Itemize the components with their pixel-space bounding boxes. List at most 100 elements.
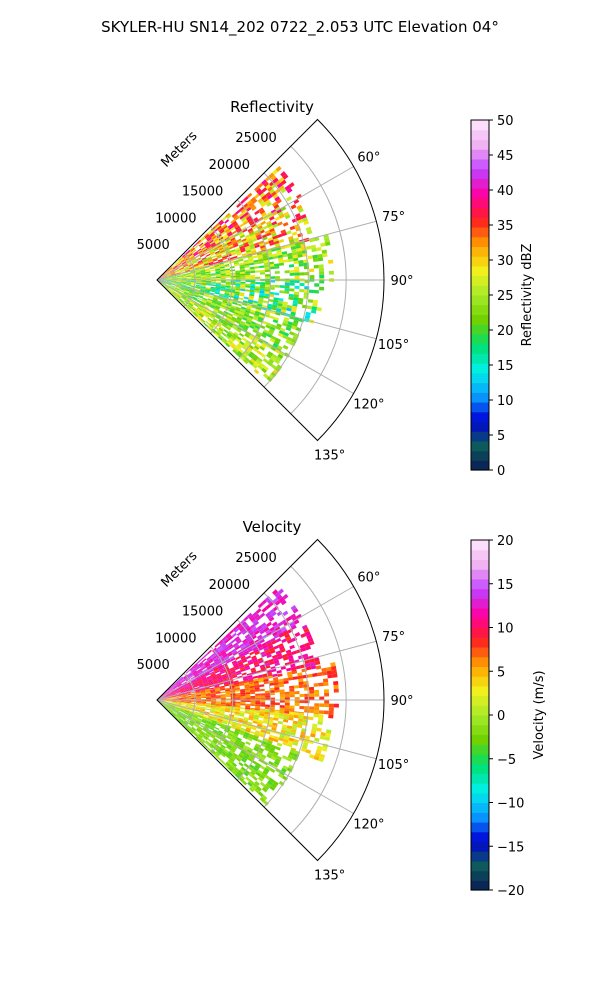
radar-cell xyxy=(220,251,226,255)
radar-cell xyxy=(286,196,292,202)
radar-cell xyxy=(243,261,249,265)
radar-cell xyxy=(251,206,257,211)
radar-cell xyxy=(165,271,170,275)
radar-cell xyxy=(185,288,191,291)
radar-cell xyxy=(171,280,177,282)
radar-cell xyxy=(274,689,280,693)
radar-cell xyxy=(293,712,300,716)
radar-cell xyxy=(250,695,256,699)
radar-cell xyxy=(207,317,213,322)
radar-cell xyxy=(291,308,297,313)
radar-cell xyxy=(220,745,225,751)
radar-cell xyxy=(161,696,167,699)
radar-cell xyxy=(199,712,205,715)
colorbar-tick-label: 40 xyxy=(497,184,514,199)
radar-cell xyxy=(160,702,166,706)
radar-cell xyxy=(305,662,311,668)
radar-cell xyxy=(333,684,339,689)
radar-cell xyxy=(231,754,237,759)
radar-cell xyxy=(204,713,210,716)
radar-cell xyxy=(196,700,202,702)
radar-cell xyxy=(247,254,253,258)
radar-cell xyxy=(196,300,201,304)
radar-cell xyxy=(171,713,176,717)
radar-cell xyxy=(205,688,211,691)
radar-cell xyxy=(217,719,223,723)
radar-cell xyxy=(293,319,299,325)
radar-cell xyxy=(201,283,207,286)
radar-cell xyxy=(210,653,215,658)
radar-cell xyxy=(165,691,170,695)
radar-cell xyxy=(174,707,180,711)
radar-cell xyxy=(225,271,231,274)
radar-cell xyxy=(160,274,165,278)
radar-cell xyxy=(232,768,238,774)
radar-cell xyxy=(205,312,211,317)
radar-cell xyxy=(224,319,230,324)
radar-cell xyxy=(196,316,201,321)
radar-cell xyxy=(171,280,177,282)
radar-cell xyxy=(298,718,304,723)
radar-cell xyxy=(263,646,269,652)
radar-cell xyxy=(232,642,238,647)
radar-cell xyxy=(253,229,260,234)
radar-cell xyxy=(246,251,252,255)
radar-cell xyxy=(225,701,231,704)
radar-cell xyxy=(177,713,183,717)
radar-cell xyxy=(189,666,194,671)
radar-cell xyxy=(232,222,238,227)
radar-cell xyxy=(175,285,181,288)
radar-cell xyxy=(219,220,225,226)
radar-cell xyxy=(299,700,305,704)
radar-cell xyxy=(177,293,182,297)
velocity-panel: Velocity 60°75°90°105°120°135°5000100001… xyxy=(137,518,547,899)
radar-cell xyxy=(194,292,199,295)
radar-cell xyxy=(248,241,254,246)
radar-cell xyxy=(265,276,271,279)
radial-tick-label: 5000 xyxy=(137,238,170,253)
radar-cell xyxy=(176,701,182,703)
radar-cell xyxy=(246,199,253,206)
radar-cell xyxy=(200,274,206,276)
radar-cell xyxy=(328,259,334,264)
radar-cell xyxy=(289,694,295,698)
colorbar-band xyxy=(471,129,489,141)
radar-cell xyxy=(215,275,221,277)
radar-cell xyxy=(332,673,338,678)
radar-cell xyxy=(168,289,173,293)
radar-cell xyxy=(205,288,211,291)
radar-cell xyxy=(258,659,264,664)
radar-cell xyxy=(176,698,182,700)
radar-cell xyxy=(248,755,255,760)
radar-cell xyxy=(178,265,184,269)
colorbar-band xyxy=(471,705,489,716)
radar-cell xyxy=(183,683,188,687)
radar-cell xyxy=(270,697,276,700)
radar-cell xyxy=(211,663,217,668)
radar-cell xyxy=(185,249,190,254)
radar-cell xyxy=(262,644,268,649)
radar-cell xyxy=(204,661,209,666)
radar-cell xyxy=(225,754,231,760)
radar-cell xyxy=(272,631,278,637)
radar-cell xyxy=(255,608,262,614)
colorbar-band xyxy=(471,676,489,687)
radar-cell xyxy=(203,682,209,686)
radar-cell xyxy=(255,706,261,709)
radar-cell xyxy=(274,340,280,346)
radar-cell xyxy=(230,704,236,707)
velocity-title: Velocity xyxy=(243,518,302,536)
radar-cell xyxy=(206,301,212,305)
radar-cell xyxy=(245,331,251,337)
radar-cell xyxy=(262,255,268,259)
radar-cell xyxy=(277,221,283,226)
radar-cell xyxy=(220,670,226,675)
radar-cell xyxy=(299,705,305,710)
radar-cell xyxy=(265,730,271,735)
radar-cell xyxy=(308,686,315,691)
colorbar-band xyxy=(471,333,489,345)
radar-cell xyxy=(171,282,177,284)
radar-cell xyxy=(225,342,231,348)
radar-cell xyxy=(200,706,206,709)
colorbar-band xyxy=(471,236,489,247)
